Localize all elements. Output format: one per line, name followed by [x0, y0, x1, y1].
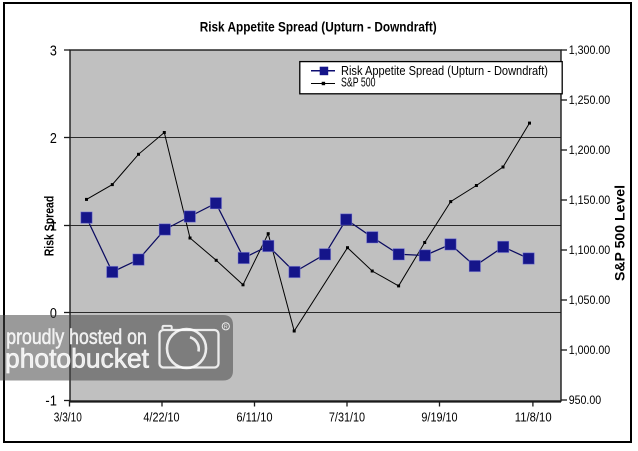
- svg-text:950.00: 950.00: [569, 395, 602, 407]
- svg-text:3: 3: [50, 43, 57, 59]
- svg-text:1,050.00: 1,050.00: [569, 295, 611, 307]
- svg-text:1,100.00: 1,100.00: [569, 245, 611, 257]
- svg-text:1,250.00: 1,250.00: [569, 95, 611, 107]
- svg-text:9/19/10: 9/19/10: [421, 410, 457, 425]
- svg-text:3/3/10: 3/3/10: [54, 410, 82, 425]
- svg-text:Risk Appetite Spread (Upturn -: Risk Appetite Spread (Upturn - Downdraft…: [341, 63, 548, 78]
- svg-text:1: 1: [50, 218, 57, 234]
- svg-text:1,150.00: 1,150.00: [569, 195, 611, 207]
- svg-text:1,300.00: 1,300.00: [569, 45, 611, 57]
- svg-text:6/11/10: 6/11/10: [236, 410, 272, 425]
- svg-text:7/31/10: 7/31/10: [329, 410, 365, 425]
- svg-text:11/8/10: 11/8/10: [515, 410, 552, 425]
- svg-text:R: R: [224, 325, 228, 331]
- svg-text:1,000.00: 1,000.00: [569, 345, 611, 357]
- svg-text:Risk Appetite Spread (Upturn -: Risk Appetite Spread (Upturn - Downdraft…: [200, 19, 437, 35]
- svg-text:0: 0: [50, 306, 57, 322]
- svg-text:proudly hosted on: proudly hosted on: [6, 326, 147, 349]
- svg-text:-1: -1: [45, 393, 57, 409]
- svg-text:Risk Spread: Risk Spread: [42, 196, 57, 257]
- svg-text:S&P 500: S&P 500: [341, 75, 376, 90]
- svg-text:2: 2: [50, 131, 57, 147]
- svg-text:4/22/10: 4/22/10: [143, 410, 179, 425]
- svg-text:1,200.00: 1,200.00: [569, 145, 611, 157]
- svg-text:S&P 500 Level: S&P 500 Level: [613, 185, 628, 281]
- svg-text:photobucket: photobucket: [5, 344, 149, 374]
